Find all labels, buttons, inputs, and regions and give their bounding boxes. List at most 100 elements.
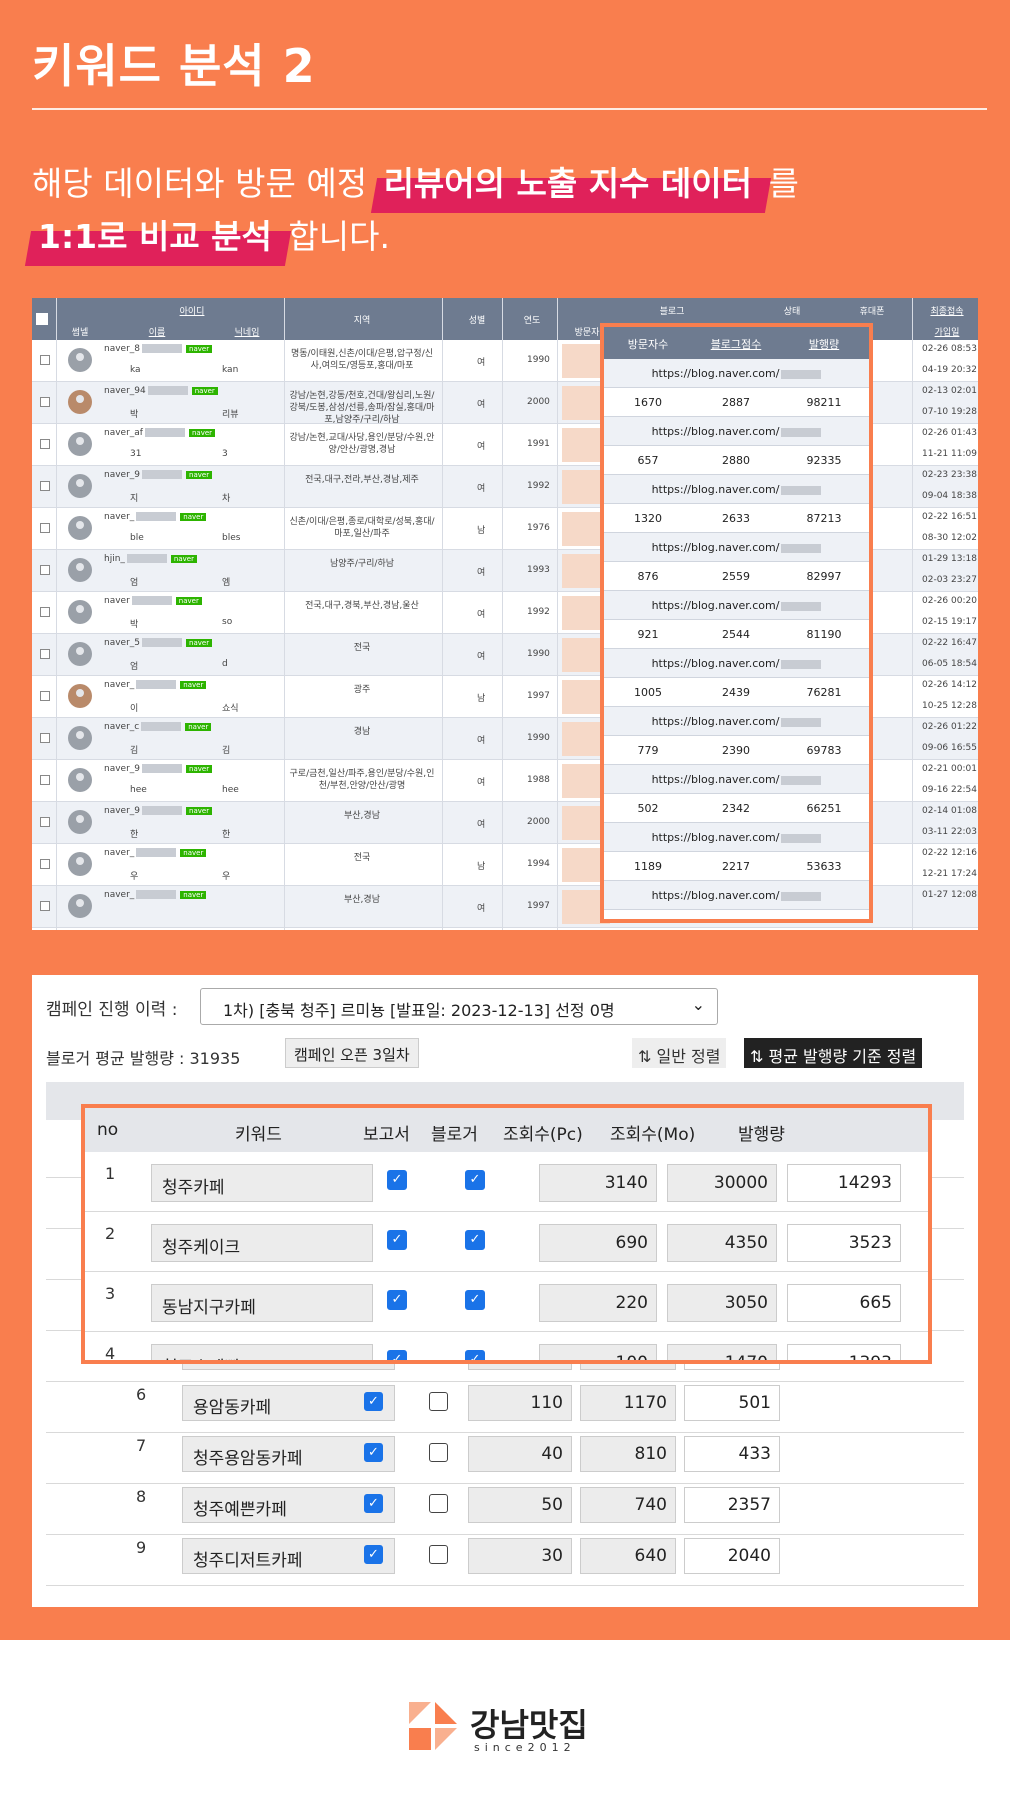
blog-stats-callout: 방문자수 블로그점수 발행량 https://blog.naver.com/16… [600, 323, 873, 923]
views-mo-field[interactable]: 640 [580, 1538, 676, 1574]
views-pc-field[interactable]: 100 [539, 1344, 657, 1360]
row-checkbox[interactable] [40, 481, 50, 491]
row-checkbox[interactable] [40, 817, 50, 827]
blog-url[interactable]: https://blog.naver.com/ [604, 823, 869, 852]
row-checkbox[interactable] [40, 523, 50, 533]
user-gender: 여 [477, 652, 486, 662]
row-checkbox[interactable] [40, 691, 50, 701]
report-checkbox[interactable]: ✓ [387, 1230, 407, 1250]
report-checkbox[interactable]: ✓ [387, 1350, 407, 1360]
row-checkbox[interactable] [40, 649, 50, 659]
sort-by-average-button[interactable]: ⇅ 평균 발행량 기준 정렬 [744, 1038, 923, 1068]
row-checkbox[interactable] [40, 733, 50, 743]
views-mo-field[interactable]: 4350 [667, 1224, 777, 1262]
row-checkbox[interactable] [40, 565, 50, 575]
views-mo-field[interactable]: 1170 [580, 1385, 676, 1421]
blog-url[interactable]: https://blog.naver.com/ [604, 475, 869, 504]
row-checkbox[interactable] [40, 775, 50, 785]
user-id-text: naver_ [104, 848, 135, 858]
keyword-input[interactable]: 용암동카페 [182, 1385, 395, 1421]
blog-stat-row: 502 2342 66251 [604, 794, 869, 823]
keyword-input[interactable]: 청주예쁜카페 [182, 1487, 395, 1523]
views-mo-field[interactable]: 740 [580, 1487, 676, 1523]
blogger-checkbox[interactable]: ✓ [465, 1350, 485, 1360]
blog-url[interactable]: https://blog.naver.com/ [604, 591, 869, 620]
keyword-input[interactable]: 청주디저트카페 [182, 1538, 395, 1574]
keyword-input[interactable]: 청주수제빵 [151, 1344, 373, 1360]
publish-field[interactable]: 2040 [684, 1538, 780, 1574]
views-pc-field[interactable]: 40 [468, 1436, 572, 1472]
views-pc-field[interactable]: 30 [468, 1538, 572, 1574]
subtitle-line-1: 해당 데이터와 방문 예정 리뷰어의 노출 지수 데이터 를 [32, 157, 799, 205]
blog-url[interactable]: https://blog.naver.com/ [604, 881, 869, 910]
publish-field[interactable]: 3523 [787, 1224, 901, 1262]
publish-field[interactable]: 433 [684, 1436, 780, 1472]
masked-text [781, 485, 822, 495]
row-checkbox[interactable] [40, 607, 50, 617]
row-checkbox[interactable] [40, 859, 50, 869]
blog-url[interactable]: https://blog.naver.com/ [604, 359, 869, 388]
blog-url[interactable]: https://blog.naver.com/ [604, 533, 869, 562]
subtitle-text: 합니다. [277, 217, 390, 256]
sort-normal-button[interactable]: ⇅ 일반 정렬 [632, 1038, 727, 1068]
publish-field[interactable]: 2357 [684, 1487, 780, 1523]
report-checkbox[interactable]: ✓ [387, 1170, 407, 1190]
header-publish-count[interactable]: 발행량 [808, 338, 840, 351]
blogger-checkbox[interactable] [429, 1494, 448, 1513]
row-checkbox[interactable] [40, 355, 50, 365]
blog-url[interactable]: https://blog.naver.com/ [604, 765, 869, 794]
blogger-checkbox[interactable] [429, 1545, 448, 1564]
keyword-input[interactable]: 동남지구카페 [151, 1284, 373, 1322]
keyword-input[interactable]: 청주케이크 [151, 1224, 373, 1262]
row-checkbox[interactable] [40, 397, 50, 407]
user-name: hee [130, 785, 147, 795]
report-checkbox[interactable]: ✓ [364, 1443, 383, 1462]
row-checkbox[interactable] [40, 439, 50, 449]
user-region: 경남 [353, 727, 371, 737]
blog-url[interactable]: https://blog.naver.com/ [604, 707, 869, 736]
report-checkbox[interactable]: ✓ [364, 1392, 383, 1411]
select-all-checkbox[interactable] [36, 313, 48, 325]
views-pc-field[interactable]: 690 [539, 1224, 657, 1262]
col-nick[interactable]: 닉네임 [234, 328, 260, 338]
views-mo-field[interactable]: 810 [580, 1436, 676, 1472]
views-mo-field[interactable]: 30000 [667, 1164, 777, 1202]
keyword-input[interactable]: 청주카페 [151, 1164, 373, 1202]
blogger-checkbox[interactable]: ✓ [465, 1170, 485, 1190]
col-joined[interactable]: 가입일 [934, 328, 960, 338]
views-pc-field[interactable]: 220 [539, 1284, 657, 1322]
views-mo-field[interactable]: 1470 [667, 1344, 777, 1360]
views-pc-field[interactable]: 50 [468, 1487, 572, 1523]
report-checkbox[interactable]: ✓ [387, 1290, 407, 1310]
header-blogger: 블로거 [431, 1125, 478, 1145]
masked-text [131, 596, 172, 605]
keyword-input[interactable]: 청주용암동카페 [182, 1436, 395, 1472]
blog-url[interactable]: https://blog.naver.com/ [604, 417, 869, 446]
report-checkbox[interactable]: ✓ [364, 1545, 383, 1564]
views-pc-field[interactable]: 3140 [539, 1164, 657, 1202]
blogger-checkbox[interactable]: ✓ [465, 1230, 485, 1250]
col-name[interactable]: 이름 [148, 328, 166, 338]
user-region: 전국,대구,전라,부산,경남,제주 [305, 475, 419, 485]
blogger-checkbox[interactable]: ✓ [465, 1290, 485, 1310]
blog-url[interactable]: https://blog.naver.com/ [604, 649, 869, 678]
publish-field[interactable]: 1393 [787, 1344, 901, 1360]
views-pc-field[interactable]: 110 [468, 1385, 572, 1421]
views-mo-field[interactable]: 3050 [667, 1284, 777, 1322]
header-blog-score[interactable]: 블로그점수 [710, 338, 762, 351]
publish-field[interactable]: 14293 [787, 1164, 901, 1202]
blogger-checkbox[interactable] [429, 1392, 448, 1411]
row-number: 1 [105, 1164, 116, 1183]
page-title: 키워드 분석 2 [32, 39, 316, 93]
blogger-checkbox[interactable] [429, 1443, 448, 1462]
col-last-login[interactable]: 최종접속 [930, 307, 964, 317]
visitors: 657 [637, 454, 659, 467]
col-id[interactable]: 아이디 [179, 307, 205, 317]
report-checkbox[interactable]: ✓ [364, 1494, 383, 1513]
publish-field[interactable]: 665 [787, 1284, 901, 1322]
campaign-history-select[interactable]: 1차) [충북 청주] 르미뇽 [발표일: 2023-12-13] 선정 0명 … [200, 988, 718, 1025]
naver-badge: naver [185, 723, 212, 731]
row-checkbox[interactable] [40, 901, 50, 911]
table-row: naver_ naver ble bles 신촌/이대/은평,종로/대학로/성북,홍대/… [32, 508, 978, 550]
publish-field[interactable]: 501 [684, 1385, 780, 1421]
